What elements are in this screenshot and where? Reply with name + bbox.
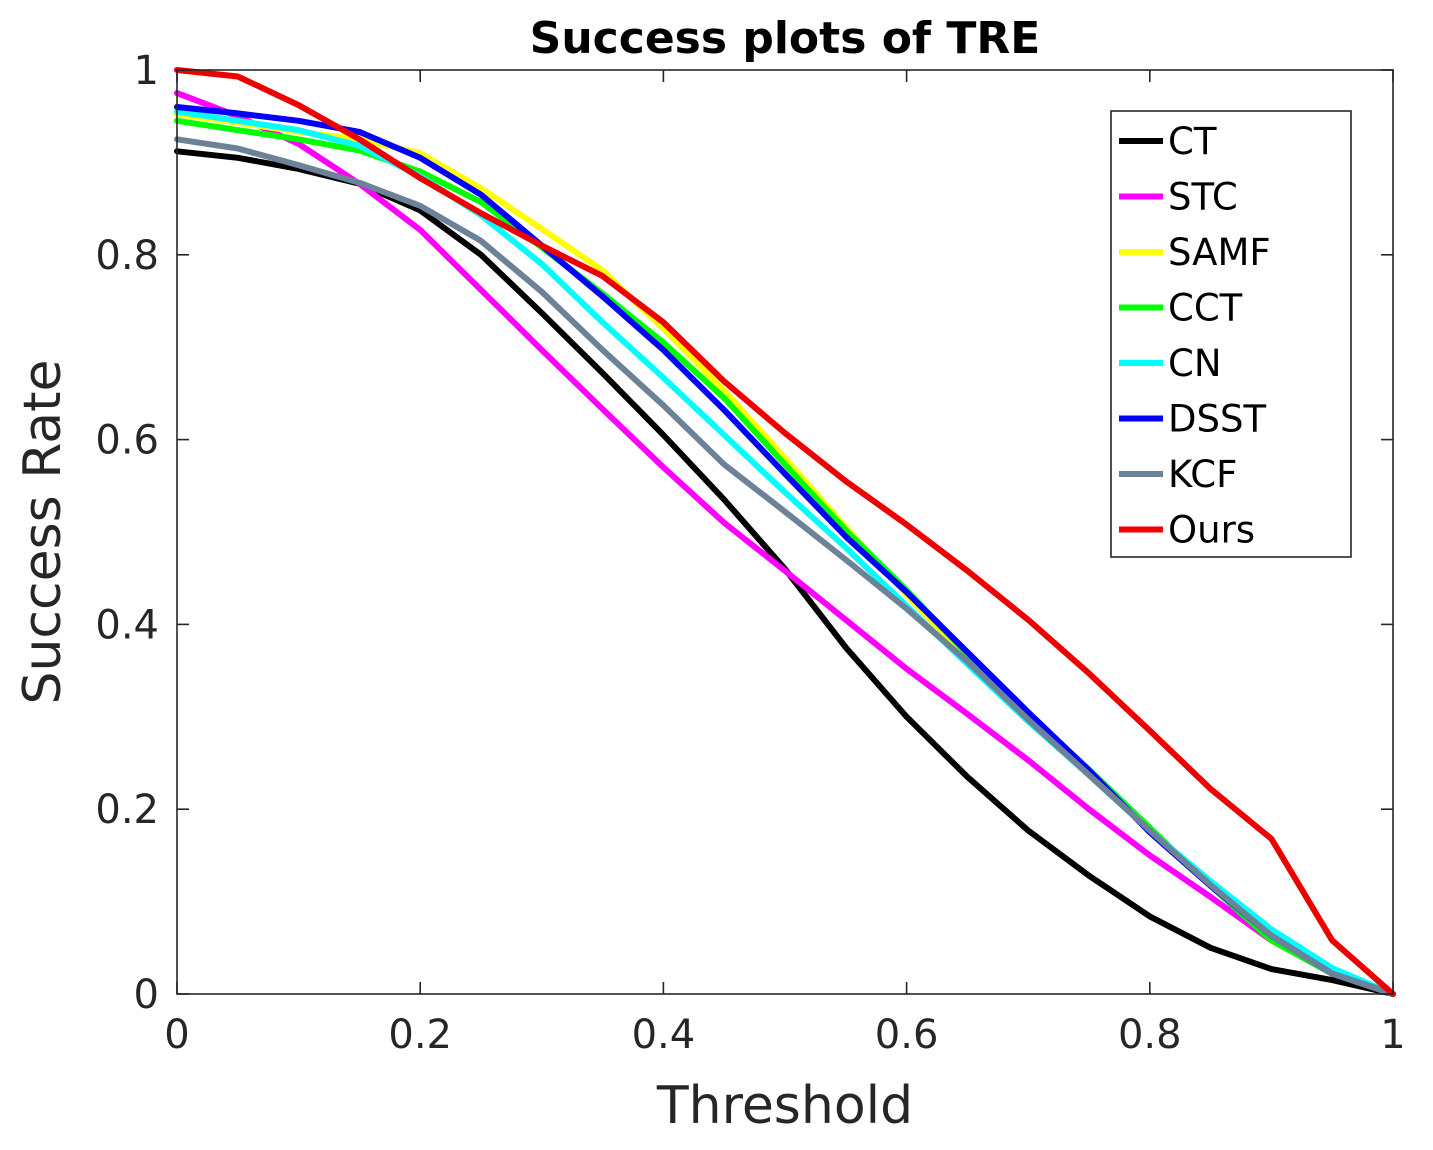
legend-label-cct: CCT xyxy=(1168,287,1243,330)
x-tick-label: 0.8 xyxy=(1118,1012,1182,1058)
x-tick-label: 0.2 xyxy=(388,1012,452,1058)
x-tick-label: 0 xyxy=(164,1012,189,1058)
legend-label-kcf: KCF xyxy=(1168,453,1237,496)
y-tick-label: 0.4 xyxy=(95,602,159,648)
legend-box xyxy=(1110,110,1352,558)
y-tick-label: 0 xyxy=(134,972,159,1018)
legend-label-ours: Ours xyxy=(1168,509,1255,552)
legend-label-stc: STC xyxy=(1168,176,1238,219)
y-tick-label: 0.2 xyxy=(95,787,159,833)
x-tick-label: 1 xyxy=(1380,1012,1405,1058)
x-tick-label: 0.4 xyxy=(632,1012,696,1058)
series-line-stc xyxy=(174,90,1396,997)
y-tick-label: 1 xyxy=(134,48,159,94)
x-axis-label: Threshold xyxy=(656,1076,913,1136)
series-line-ours xyxy=(174,67,1396,997)
y-tick-label: 0.6 xyxy=(95,418,159,464)
x-tick-label: 0.6 xyxy=(875,1012,939,1058)
legend-label-samf: SAMF xyxy=(1168,231,1271,274)
y-axis-label: Success Rate xyxy=(13,359,73,704)
legend-label-cn: CN xyxy=(1168,342,1222,385)
legend-label-dsst: DSST xyxy=(1168,398,1266,441)
chart-title: Success plots of TRE xyxy=(530,13,1041,64)
legend-label-ct: CT xyxy=(1168,120,1217,163)
plot-box xyxy=(176,69,1394,995)
series-layer xyxy=(174,67,1396,997)
legend: CT STC SAMF CCT CN DSST KCF Ours xyxy=(1110,110,1352,558)
y-tick-label: 0.8 xyxy=(95,233,159,279)
series-line-kcf xyxy=(174,136,1396,997)
ticks-layer: 0 0.2 0.4 0.6 0.8 1 0 0.2 0.4 0.6 0.8 1 xyxy=(95,48,1405,1058)
